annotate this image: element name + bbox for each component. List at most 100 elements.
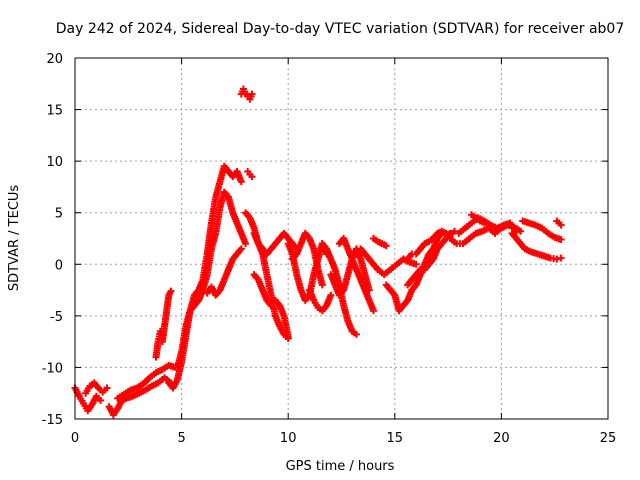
- data-point-fill: [378, 269, 386, 277]
- data-point-fill: [124, 387, 132, 395]
- data-point-fill: [118, 392, 126, 400]
- data-point-fill: [406, 277, 414, 285]
- data-point: [485, 224, 493, 232]
- data-point-fill: [414, 269, 422, 277]
- data-point-fill: [371, 262, 379, 270]
- data-point: [165, 291, 173, 299]
- data-point: [114, 394, 122, 402]
- x-tick-label: 5: [177, 431, 185, 446]
- plot-frame: [74, 57, 609, 420]
- data-point-fill: [534, 222, 542, 230]
- data-point-fill: [171, 380, 179, 388]
- data-point: [220, 162, 228, 170]
- data-point: [491, 229, 499, 237]
- grid: [75, 58, 608, 419]
- data-point: [369, 260, 377, 268]
- data-point-fill: [540, 226, 548, 234]
- data-point-fill: [222, 190, 230, 198]
- data-point: [382, 242, 390, 250]
- data-point-fill: [234, 248, 242, 256]
- data-point-fill: [170, 382, 178, 390]
- data-point-fill: [509, 223, 517, 231]
- data-point: [369, 307, 377, 315]
- data-point: [105, 403, 113, 411]
- data-point: [242, 90, 250, 98]
- data-point: [421, 265, 429, 273]
- data-point-fill: [549, 232, 557, 240]
- x-tick-label: 25: [600, 431, 617, 446]
- data-point: [378, 240, 386, 248]
- data-point-fill: [388, 288, 396, 296]
- y-tick-label: -5: [50, 310, 63, 325]
- data-point-fill: [461, 238, 469, 246]
- x-tick-label: 0: [71, 431, 79, 446]
- x-tick-label: 20: [493, 431, 510, 446]
- data-point-fill: [141, 378, 149, 386]
- data-point-fill: [277, 324, 285, 332]
- data-point-fill: [320, 241, 328, 249]
- data-point: [271, 296, 279, 304]
- data-point: [84, 407, 92, 415]
- data-point-fill: [163, 363, 171, 371]
- data-point: [361, 250, 369, 258]
- data-point: [276, 322, 284, 330]
- data-point: [476, 217, 484, 225]
- data-point-fill: [222, 164, 230, 172]
- data-point-fill: [283, 233, 291, 241]
- data-point-fill: [290, 253, 298, 261]
- data-point: [239, 85, 247, 93]
- data-point-fill: [166, 381, 174, 389]
- data-point-fill: [360, 248, 368, 256]
- data-point: [544, 229, 552, 237]
- data-point: [250, 271, 258, 279]
- data-point-fill: [382, 269, 390, 277]
- data-point-fill: [193, 288, 201, 296]
- data-point: [416, 245, 424, 253]
- data-point-fill: [402, 298, 410, 306]
- series-track-23: [382, 229, 446, 315]
- data-point-fill: [137, 381, 145, 389]
- data-point: [468, 219, 476, 227]
- data-point-fill: [426, 259, 434, 267]
- data-point-fill: [519, 243, 527, 251]
- data-point-fill: [511, 233, 519, 241]
- series-track-1: [71, 384, 105, 415]
- data-point-fill: [401, 256, 409, 264]
- data-point-fill: [133, 390, 141, 398]
- data-point-fill: [83, 387, 91, 395]
- data-point: [517, 240, 525, 248]
- data-point-fill: [546, 231, 554, 239]
- data-point: [169, 384, 177, 392]
- data-point-fill: [368, 259, 376, 267]
- data-point: [244, 167, 252, 175]
- data-point: [382, 281, 390, 289]
- data-point-fill: [415, 247, 423, 255]
- data-point: [557, 221, 565, 229]
- data-point: [395, 307, 403, 315]
- data-point: [393, 260, 401, 268]
- data-point-fill: [350, 329, 358, 337]
- data-point-fill: [391, 262, 399, 270]
- data-point-fill: [281, 231, 289, 239]
- data-point-fill: [230, 171, 238, 179]
- data-point: [135, 389, 143, 397]
- y-tick-label: -10: [42, 361, 63, 376]
- data-point: [284, 332, 292, 340]
- data-point: [139, 380, 147, 388]
- data-point-fill: [304, 233, 312, 241]
- series-track-4: [114, 361, 179, 402]
- data-point-fill: [316, 305, 324, 313]
- data-point-fill: [372, 236, 380, 244]
- data-point-fill: [273, 238, 281, 246]
- data-point: [557, 254, 565, 262]
- data-point: [412, 250, 420, 258]
- data-point-fill: [439, 238, 447, 246]
- data-point-fill: [508, 221, 516, 229]
- data-point: [75, 392, 83, 400]
- data-point-fill: [172, 378, 180, 386]
- data-point: [263, 296, 271, 304]
- data-point-fill: [415, 267, 423, 275]
- data-point-fill: [428, 247, 436, 255]
- data-point-fill: [411, 272, 419, 280]
- data-point-fill: [77, 395, 85, 403]
